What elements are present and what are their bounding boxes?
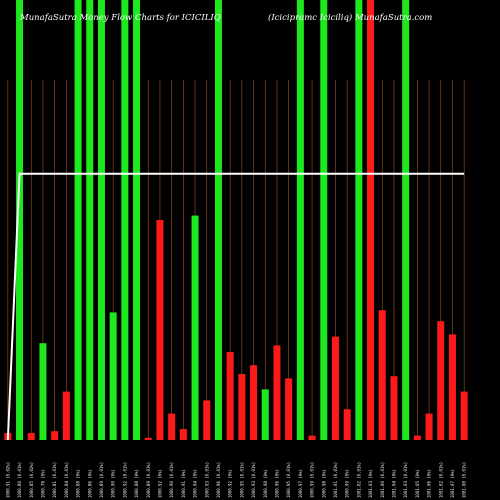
money-flow-bar (109, 312, 117, 440)
money-flow-bar (133, 0, 141, 440)
money-flow-bar (413, 435, 421, 440)
money-flow-bar (460, 391, 468, 440)
x-tick-label: 1000.89 (0.01%) (99, 462, 104, 498)
money-flow-bar (62, 391, 70, 440)
bars (4, 0, 468, 440)
x-tick-label: 1000.91 (0%) (181, 469, 186, 498)
x-tick-label: 1000.95 (0.01%) (286, 462, 291, 498)
x-tick-label: 1000.94 (0%) (193, 469, 198, 498)
x-tick-label: 1000.84 (0.01%) (64, 462, 69, 498)
money-flow-bar (261, 389, 269, 440)
money-flow-bar (121, 0, 129, 440)
x-axis-tick-labels: 1000.91 (0.02%) 1000.80 (0.01%) 1000.85 (0… (5, 462, 466, 498)
money-flow-bar (402, 0, 410, 440)
x-tick-label: 1000.95 (0.01%) (239, 462, 244, 498)
money-flow-bar (250, 365, 258, 440)
x-tick-label: 1001.05 (0%) (415, 469, 420, 498)
x-tick-label: 1001.03 (0%) (368, 469, 373, 498)
x-tick-label: 1000.92 (0.01%) (122, 462, 127, 498)
x-tick-label: 1001.06 (0%) (427, 469, 432, 498)
money-flow-bar (331, 336, 339, 440)
x-tick-label: 1000.86 (0%) (87, 469, 92, 498)
x-tick-label: 1001.02 (0.01%) (356, 462, 361, 498)
x-tick-label: 1000.98 (0%) (263, 469, 268, 498)
money-flow-bar (367, 0, 375, 440)
money-flow-bar (308, 435, 316, 440)
money-flow-bar (214, 0, 222, 440)
money-flow-bar (168, 413, 176, 440)
chart-subtitle: (Icicipramc Iciciliq) MunafaSutra.com (268, 12, 432, 23)
money-flow-bar (203, 400, 211, 440)
money-flow-bar (238, 374, 246, 440)
x-tick-label: 1000.91 (0.02%) (5, 462, 10, 498)
money-flow-bar (425, 413, 433, 440)
money-flow-bar (191, 215, 199, 440)
money-flow-bar (156, 220, 164, 440)
x-tick-label: 1000.78 (0%) (40, 469, 45, 498)
money-flow-bar (179, 429, 187, 440)
x-tick-label: 1000.96 (0.01%) (216, 462, 221, 498)
x-tick-label: 1000.90 (0%) (111, 469, 116, 498)
x-tick-label: 1000.93 (0.01%) (251, 462, 256, 498)
x-tick-label: 1000.92 (0%) (157, 469, 162, 498)
x-tick-label: 1000.88 (0%) (134, 469, 139, 498)
money-flow-bar (273, 345, 281, 440)
money-flow-bar (437, 321, 445, 440)
money-flow-bar (285, 378, 293, 440)
money-flow-bar (343, 409, 351, 440)
x-tick-label: 1001.03 (0.01%) (403, 462, 408, 498)
money-flow-bar (74, 0, 82, 440)
money-flow-bar (378, 310, 386, 440)
x-tick-label: 1000.88 (0%) (76, 469, 81, 498)
money-flow-bar (51, 431, 59, 440)
money-flow-bar (27, 432, 35, 440)
x-tick-label: 1000.98 (0%) (321, 469, 326, 498)
money-flow-bar (448, 334, 456, 440)
x-tick-label: 1000.81 (0.01%) (52, 462, 57, 498)
x-tick-label: 1000.90 (0.01%) (169, 462, 174, 498)
x-tick-label: 1001.07 (0%) (450, 469, 455, 498)
x-tick-label: 1001.00 (0.01%) (380, 462, 385, 498)
x-tick-label: 1000.93 (0.01%) (204, 462, 209, 498)
money-flow-bar (355, 0, 363, 440)
money-flow-bar (144, 437, 152, 440)
x-tick-label: 1001.08 (0.01%) (462, 462, 467, 498)
money-flow-bar (39, 343, 47, 440)
money-flow-line (6, 172, 465, 441)
x-tick-label: 1000.85 (0.02%) (29, 462, 34, 498)
x-tick-label: 1001.01 (0.01%) (333, 462, 338, 498)
x-tick-label: 1001.04 (0%) (391, 469, 396, 498)
money-flow-bar (86, 0, 94, 440)
money-flow-bar (296, 0, 304, 440)
money-flow-bar (16, 0, 24, 440)
x-tick-label: 1000.99 (0%) (345, 469, 350, 498)
money-flow-bar (390, 376, 398, 440)
x-tick-label: 1000.80 (0.01%) (17, 462, 22, 498)
x-tick-label: 1000.92 (0%) (228, 469, 233, 498)
x-tick-label: 1000.96 (0%) (274, 469, 279, 498)
money-flow-bar (320, 0, 328, 440)
x-tick-label: 1000.97 (0%) (298, 469, 303, 498)
x-tick-label: 1001.02 (0.01%) (438, 462, 443, 498)
x-tick-label: 1000.89 (0.01%) (146, 462, 151, 498)
chart-title: MunafaSutra Money Flow Charts for ICICIL… (19, 13, 221, 23)
money-flow-bar (97, 0, 105, 440)
money-flow-bar (226, 352, 234, 440)
x-tick-label: 1000.99 (0.01%) (310, 462, 315, 498)
